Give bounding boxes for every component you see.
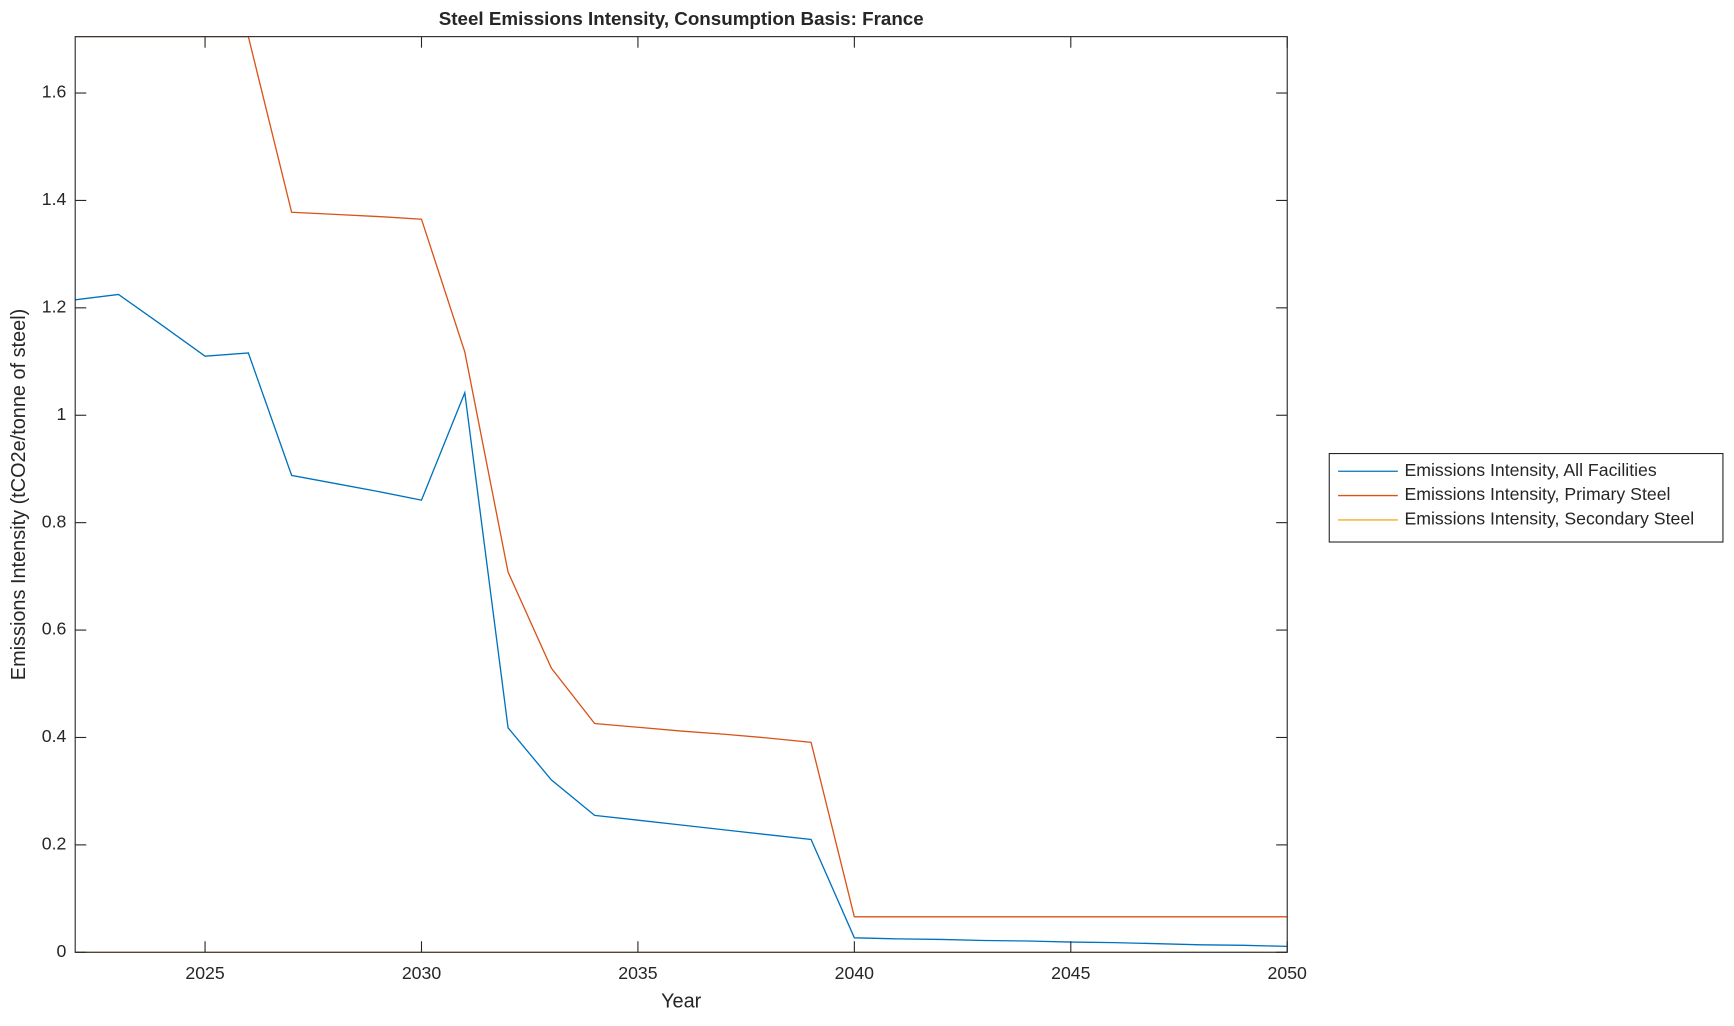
y-tick-label: 0.8	[42, 511, 67, 531]
x-axis-label: Year	[661, 990, 702, 1012]
y-tick-label: 1.2	[42, 297, 67, 317]
legend-label: Emissions Intensity, Secondary Steel	[1404, 509, 1694, 529]
x-tick-label: 2045	[1051, 963, 1091, 983]
x-tick-label: 2035	[618, 963, 658, 983]
legend-label: Emissions Intensity, All Facilities	[1404, 460, 1656, 480]
y-tick-label: 0.2	[42, 834, 67, 854]
chart-title: Steel Emissions Intensity, Consumption B…	[439, 8, 924, 29]
x-tick-label: 2030	[402, 963, 442, 983]
legend-label: Emissions Intensity, Primary Steel	[1404, 484, 1670, 504]
plot-area	[75, 36, 1288, 953]
legend-box	[1328, 452, 1724, 543]
x-tick-label: 2025	[185, 963, 225, 983]
y-tick-label: 0	[57, 941, 67, 961]
y-tick-label: 0.6	[42, 619, 67, 639]
axes-box	[74, 36, 1288, 953]
legend: Emissions Intensity, All Facilities Emiss…	[1328, 452, 1724, 543]
x-tick-label: 2040	[835, 963, 875, 983]
y-axis-label: Emissions Intensity (tCO2e/tonne of stee…	[8, 309, 30, 680]
y-tick-label: 1.6	[42, 82, 67, 102]
series-line	[75, 36, 1288, 918]
y-tick-label: 1	[57, 404, 67, 424]
y-tick-label: 1.4	[42, 189, 67, 209]
x-tick-label: 2050	[1268, 963, 1308, 983]
series-line	[75, 293, 1288, 948]
y-tick-label: 0.4	[42, 726, 67, 746]
